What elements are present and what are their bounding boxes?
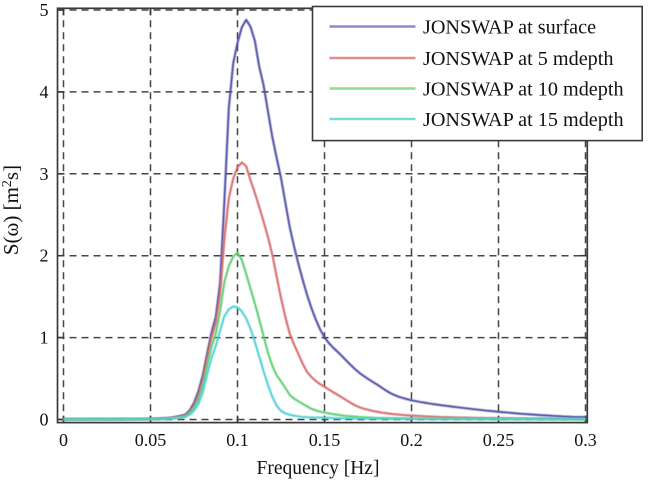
svg-text:0.15: 0.15 <box>309 430 341 450</box>
svg-text:JONSWAP at surface: JONSWAP at surface <box>423 17 596 39</box>
svg-text:0.1: 0.1 <box>226 430 249 450</box>
svg-text:2: 2 <box>40 246 49 266</box>
svg-text:0: 0 <box>40 410 49 430</box>
svg-text:0: 0 <box>59 430 68 450</box>
svg-text:4: 4 <box>40 82 49 102</box>
svg-text:JONSWAP at 5 mdepth: JONSWAP at 5 mdepth <box>423 48 613 70</box>
svg-text:5: 5 <box>40 0 49 20</box>
svg-text:1: 1 <box>40 328 49 348</box>
svg-text:0.25: 0.25 <box>483 430 515 450</box>
svg-text:3: 3 <box>40 164 49 184</box>
svg-text:0.05: 0.05 <box>135 430 167 450</box>
svg-text:0.3: 0.3 <box>574 430 597 450</box>
svg-text:JONSWAP at 15 mdepth: JONSWAP at 15 mdepth <box>423 109 624 131</box>
svg-text:S(ω) [m2s]: S(ω) [m2s] <box>0 165 23 255</box>
svg-text:Frequency [Hz]: Frequency [Hz] <box>257 458 380 479</box>
svg-text:0.2: 0.2 <box>400 430 423 450</box>
svg-text:JONSWAP at 10 mdepth: JONSWAP at 10 mdepth <box>423 79 624 101</box>
